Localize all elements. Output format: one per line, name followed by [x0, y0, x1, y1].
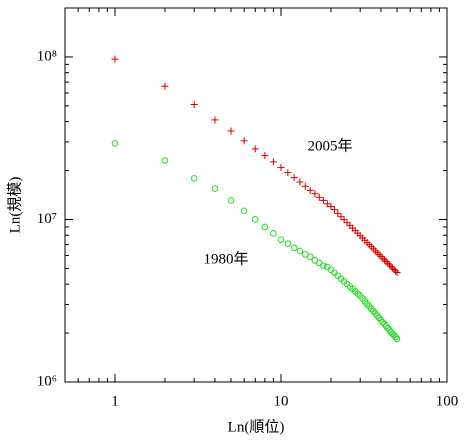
point: [387, 263, 395, 271]
point: [327, 203, 335, 211]
point: [161, 82, 169, 90]
x-tick-label: 1: [111, 393, 119, 409]
point: [380, 256, 388, 264]
point: [315, 259, 323, 267]
point: [382, 322, 390, 330]
point: [290, 244, 298, 252]
point: [334, 209, 342, 217]
point: [330, 206, 338, 214]
point: [320, 262, 327, 269]
y-tick-label: 10⁷: [37, 211, 57, 227]
point: [227, 197, 235, 204]
point: [373, 249, 381, 257]
point: [323, 200, 331, 208]
point: [381, 320, 388, 328]
point: [392, 267, 400, 275]
point: [270, 230, 277, 237]
point: [251, 145, 259, 153]
point: [372, 310, 379, 317]
point: [211, 185, 219, 192]
point: [340, 216, 348, 224]
point: [296, 247, 304, 255]
x-tick-label: 100: [436, 393, 459, 409]
point: [277, 163, 285, 171]
point: [389, 264, 397, 272]
point: [290, 174, 298, 182]
point: [284, 240, 292, 247]
x-axis-label: Ln(順位): [228, 418, 285, 435]
point: [385, 261, 393, 269]
point: [384, 324, 392, 332]
point: [296, 178, 304, 186]
point: [261, 223, 269, 231]
point: [190, 175, 198, 182]
point: [379, 254, 387, 262]
series-label: 1980年: [203, 250, 248, 267]
point: [251, 216, 259, 223]
point: [306, 186, 314, 194]
point: [284, 169, 292, 177]
point: [277, 236, 285, 244]
point: [306, 253, 314, 261]
point: [261, 152, 269, 160]
point: [327, 266, 335, 274]
point: [319, 196, 327, 204]
point: [384, 259, 392, 267]
point: [393, 268, 401, 276]
point: [211, 116, 219, 124]
point: [392, 333, 399, 341]
point: [390, 266, 398, 274]
point: [240, 137, 248, 145]
x-tick-label: 10: [273, 393, 288, 409]
series-label: 2005年: [307, 137, 352, 154]
y-tick-label: 10⁸: [37, 48, 57, 64]
point: [315, 193, 323, 201]
point: [240, 207, 248, 215]
y-tick-label: 10⁶: [37, 373, 57, 389]
point: [111, 140, 119, 147]
plot-frame: [64, 7, 448, 383]
point: [337, 213, 345, 221]
y-axis-label: Ln(規模): [6, 177, 23, 234]
point: [382, 258, 390, 266]
point: [375, 251, 383, 259]
point: [111, 55, 119, 63]
point: [269, 158, 277, 166]
point: [227, 127, 235, 135]
point: [393, 335, 401, 343]
point: [301, 182, 309, 190]
point: [377, 252, 385, 260]
point: [377, 316, 385, 324]
point: [161, 157, 169, 164]
point: [379, 318, 387, 326]
point: [190, 100, 198, 108]
point: [311, 190, 319, 198]
